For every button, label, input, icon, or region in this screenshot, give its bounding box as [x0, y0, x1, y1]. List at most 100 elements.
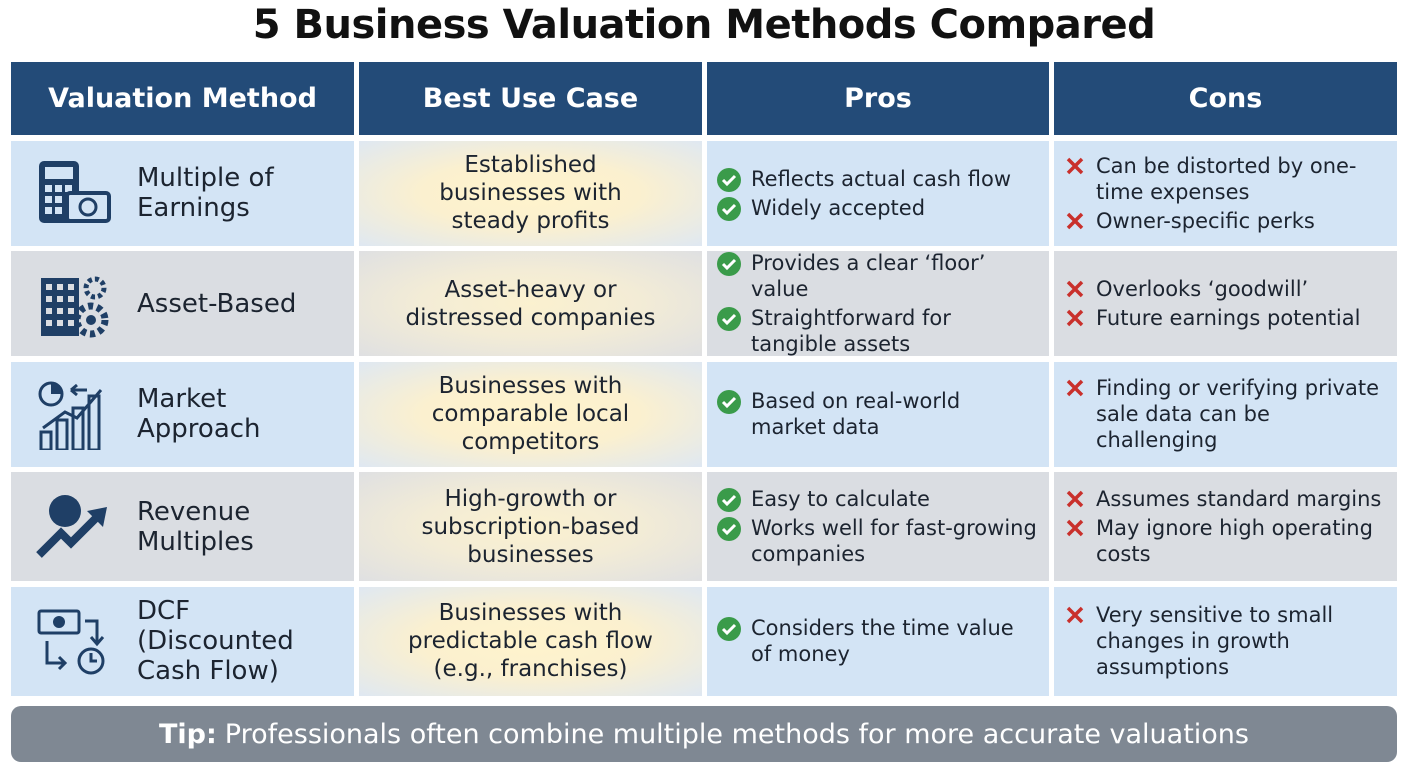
method-cell: Market Approach — [11, 361, 354, 467]
cross-icon — [1066, 280, 1084, 298]
pro-text: Works well for fast-growing companies — [751, 516, 1037, 566]
pro-text: Based on real-world market data — [751, 389, 961, 439]
cons-cell: Very sensitive to small changes in growt… — [1054, 586, 1397, 696]
cons-cell: Assumes standard margins May ignore high … — [1054, 472, 1397, 581]
method-icon — [38, 381, 103, 450]
con-item: Future earnings potential — [1064, 305, 1360, 331]
pro-text: Widely accepted — [751, 195, 926, 220]
pros-cell: Considers the time value of money — [707, 586, 1049, 696]
pro-text: Provides a clear ‘floor’ value — [751, 251, 986, 301]
cross-icon — [1066, 379, 1084, 397]
con-item: May ignore high operating costs — [1064, 515, 1387, 567]
pro-item: Reflects actual cash flow — [717, 166, 1011, 192]
pro-item: Widely accepted — [717, 195, 1011, 221]
cross-icon — [1066, 157, 1084, 174]
pros-list: Easy to calculate Works well for fast-gro… — [717, 483, 1039, 570]
pro-item: Provides a clear ‘floor’ value — [717, 250, 1039, 302]
method-name: Revenue Multiples — [137, 496, 254, 557]
check-icon — [717, 390, 741, 414]
method-name: Multiple of Earnings — [137, 163, 274, 223]
use-case: High-growth or subscription-based busine… — [421, 485, 640, 568]
pros-cell: Based on real-world market data — [707, 361, 1049, 467]
check-icon — [717, 167, 741, 192]
cons-list: Overlooks ‘goodwill’ Future earnings pote… — [1064, 273, 1360, 334]
con-text: Overlooks ‘goodwill’ — [1096, 277, 1309, 301]
cons-list: Finding or verifying private sale data c… — [1064, 372, 1387, 456]
pros-cell: Provides a clear ‘floor’ value Straightfo… — [707, 251, 1049, 356]
check-icon — [717, 617, 741, 641]
comparison-table: Valuation Method Best Use Case Pros Cons Mul… — [11, 62, 1397, 696]
check-icon — [717, 252, 741, 276]
con-item: Overlooks ‘goodwill’ — [1064, 276, 1360, 302]
method-icon — [41, 276, 109, 337]
cons-list: Assumes standard margins May ignore high … — [1064, 483, 1387, 570]
con-text: Very sensitive to small changes in growt… — [1096, 603, 1334, 679]
tip-text: Professionals often combine multiple met… — [224, 718, 1249, 750]
column-header: Valuation Method — [11, 62, 354, 135]
tip-label: Tip: — [159, 718, 217, 750]
method-cell: Multiple of Earnings — [11, 140, 354, 246]
con-text: Finding or verifying private sale data c… — [1096, 376, 1379, 452]
use-case-cell: Asset-heavy or distressed companies — [359, 251, 702, 356]
method-icon — [39, 161, 111, 223]
pro-item: Based on real-world market data — [717, 388, 1039, 440]
cross-icon — [1066, 519, 1084, 537]
pros-list: Provides a clear ‘floor’ value Straightfo… — [717, 247, 1039, 360]
column-header: Cons — [1054, 62, 1397, 135]
con-item: Owner-specific perks — [1064, 208, 1387, 234]
con-item: Assumes standard margins — [1064, 486, 1387, 512]
method-cell: DCF (Discounted Cash Flow) — [11, 586, 354, 696]
use-case-cell: High-growth or subscription-based busine… — [359, 472, 702, 581]
method-icon — [37, 609, 105, 675]
con-text: May ignore high operating costs — [1096, 516, 1373, 566]
con-text: Can be distorted by one-time expenses — [1096, 153, 1357, 204]
cross-icon — [1066, 606, 1084, 624]
pros-cell: Easy to calculate Works well for fast-gro… — [707, 472, 1049, 581]
cons-cell: Can be distorted by one-time expenses Own… — [1054, 140, 1397, 246]
cross-icon — [1066, 490, 1084, 508]
use-case-cell: Businesses with comparable local competi… — [359, 361, 702, 467]
method-cell: Asset-Based — [11, 251, 354, 356]
pros-list: Reflects actual cash flow Widely accepted — [717, 163, 1011, 224]
check-icon — [717, 307, 741, 331]
use-case: Established businesses with steady profi… — [439, 152, 622, 234]
pro-text: Reflects actual cash flow — [751, 166, 1012, 191]
cons-list: Can be distorted by one-time expenses Own… — [1064, 150, 1387, 237]
con-item: Finding or verifying private sale data c… — [1064, 375, 1387, 453]
use-case: Businesses with comparable local competi… — [431, 373, 630, 455]
con-item: Very sensitive to small changes in growt… — [1064, 602, 1387, 680]
con-item: Can be distorted by one-time expenses — [1064, 153, 1387, 205]
con-text: Future earnings potential — [1096, 306, 1361, 330]
pros-cell: Reflects actual cash flow Widely accepted — [707, 140, 1049, 246]
column-header: Pros — [707, 62, 1049, 135]
method-name: Asset-Based — [137, 288, 297, 319]
pro-item: Works well for fast-growing companies — [717, 515, 1039, 567]
use-case-cell: Businesses with predictable cash flow (e… — [359, 586, 702, 696]
tip-bar: Tip: Professionals often combine multipl… — [11, 706, 1397, 762]
method-icon — [36, 494, 107, 558]
check-icon — [717, 196, 741, 221]
cons-list: Very sensitive to small changes in growt… — [1064, 599, 1387, 683]
column-header: Best Use Case — [359, 62, 702, 135]
pro-text: Considers the time value of money — [751, 616, 1014, 666]
use-case: Asset-heavy or distressed companies — [405, 276, 656, 331]
pros-list: Based on real-world market data — [717, 385, 1039, 443]
pro-text: Straightforward for tangible assets — [751, 306, 951, 356]
con-text: Assumes standard margins — [1096, 487, 1382, 511]
method-name: Market Approach — [137, 384, 261, 444]
cons-cell: Finding or verifying private sale data c… — [1054, 361, 1397, 467]
use-case: Businesses with predictable cash flow (e… — [408, 600, 653, 682]
check-icon — [717, 517, 741, 541]
cross-icon — [1066, 309, 1084, 327]
cross-icon — [1066, 212, 1084, 229]
pros-list: Considers the time value of money — [717, 612, 1039, 670]
pro-item: Easy to calculate — [717, 486, 1039, 512]
pro-item: Straightforward for tangible assets — [717, 305, 1039, 357]
use-case-cell: Established businesses with steady profi… — [359, 140, 702, 246]
title: 5 Business Valuation Methods Compared — [252, 2, 1156, 48]
method-cell: Revenue Multiples — [11, 472, 354, 581]
pro-text: Easy to calculate — [751, 487, 930, 511]
check-icon — [717, 488, 741, 512]
method-name: DCF (Discounted Cash Flow) — [137, 596, 294, 686]
